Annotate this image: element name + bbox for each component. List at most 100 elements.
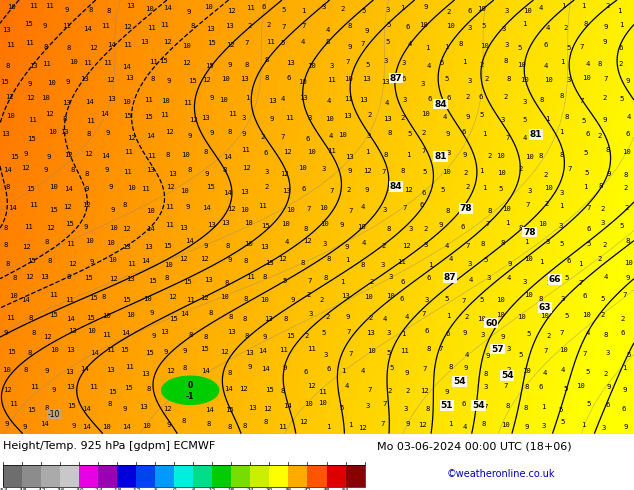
- Text: 5: 5: [619, 96, 624, 102]
- Text: 14: 14: [146, 133, 155, 139]
- Text: 3: 3: [558, 223, 562, 229]
- Text: 7: 7: [506, 135, 510, 141]
- Text: 4: 4: [463, 423, 467, 430]
- Text: 9: 9: [248, 364, 252, 370]
- Text: 2: 2: [563, 25, 567, 31]
- Bar: [193, 465, 212, 487]
- Text: 14: 14: [80, 366, 89, 371]
- Text: 8: 8: [225, 280, 230, 287]
- Text: 4: 4: [384, 100, 389, 106]
- Text: 1: 1: [482, 185, 487, 191]
- Text: 15: 15: [124, 385, 133, 391]
- Text: 3: 3: [382, 207, 387, 213]
- Text: 5: 5: [387, 23, 391, 28]
- Text: 5: 5: [480, 297, 484, 303]
- Text: 4: 4: [546, 25, 550, 31]
- Text: 6: 6: [401, 76, 406, 82]
- Text: 6: 6: [447, 95, 451, 100]
- Text: 15: 15: [200, 346, 209, 352]
- Text: 11: 11: [62, 23, 71, 29]
- Text: 13: 13: [160, 328, 169, 335]
- Text: 10: 10: [221, 76, 230, 82]
- Text: 3: 3: [384, 58, 387, 64]
- Text: 8: 8: [67, 274, 71, 280]
- Text: Height/Temp. 925 hPa [gdpm] ECMWF: Height/Temp. 925 hPa [gdpm] ECMWF: [3, 441, 216, 451]
- Text: 15: 15: [65, 220, 74, 227]
- Text: 14: 14: [41, 420, 49, 427]
- Bar: [231, 465, 250, 487]
- Text: 13: 13: [282, 189, 291, 195]
- Text: 5: 5: [586, 401, 591, 407]
- Text: 9: 9: [606, 384, 611, 390]
- Text: 11: 11: [228, 111, 237, 118]
- Text: 4: 4: [345, 383, 349, 389]
- Text: 3: 3: [504, 8, 508, 14]
- Text: 5: 5: [560, 419, 564, 425]
- Text: 11: 11: [397, 259, 406, 265]
- Text: 10: 10: [122, 98, 131, 105]
- Text: 3: 3: [408, 225, 413, 232]
- Text: 5: 5: [626, 352, 631, 358]
- Text: 14: 14: [66, 316, 75, 321]
- Text: 5: 5: [564, 386, 568, 392]
- Text: 9: 9: [167, 77, 171, 84]
- Text: 15: 15: [207, 40, 216, 46]
- Bar: [3, 465, 22, 487]
- Text: 8: 8: [244, 296, 249, 302]
- Text: 5: 5: [385, 39, 390, 45]
- Text: 12: 12: [200, 256, 209, 262]
- Text: 10: 10: [204, 4, 213, 10]
- Text: 6: 6: [586, 226, 591, 232]
- Text: 9: 9: [84, 224, 88, 230]
- Text: 5: 5: [366, 62, 370, 68]
- Text: 6: 6: [461, 224, 465, 230]
- Text: 3: 3: [380, 262, 385, 268]
- Text: 3: 3: [547, 280, 551, 286]
- Text: 8: 8: [559, 152, 564, 158]
- Text: 9: 9: [51, 387, 55, 393]
- Text: 9: 9: [424, 4, 428, 10]
- Text: 2: 2: [547, 333, 551, 339]
- Text: 11: 11: [278, 424, 287, 431]
- Text: 8: 8: [598, 61, 602, 67]
- Text: 10: 10: [496, 312, 505, 318]
- Text: 2: 2: [382, 243, 386, 249]
- Text: -30: -30: [74, 488, 84, 490]
- Text: 10: 10: [41, 95, 50, 101]
- Text: 12: 12: [68, 261, 77, 267]
- Text: 6: 6: [567, 258, 571, 264]
- Text: 12: 12: [182, 59, 191, 66]
- Text: 8: 8: [304, 225, 308, 232]
- Text: 10: 10: [419, 22, 428, 28]
- Text: 8: 8: [29, 315, 33, 321]
- Text: 7: 7: [461, 298, 465, 304]
- Text: 14: 14: [141, 258, 150, 264]
- Text: 11: 11: [28, 117, 36, 123]
- Text: 9: 9: [462, 330, 467, 336]
- Text: 13: 13: [141, 371, 150, 377]
- Text: 14: 14: [108, 42, 116, 49]
- Text: 10: 10: [87, 328, 96, 334]
- Text: 51: 51: [441, 401, 453, 410]
- Text: 15: 15: [123, 113, 132, 119]
- Text: 1: 1: [560, 59, 564, 65]
- Text: 8: 8: [598, 183, 603, 189]
- Text: 7: 7: [465, 243, 470, 249]
- Text: 8: 8: [102, 294, 107, 300]
- Text: 8: 8: [70, 167, 75, 173]
- Text: 8: 8: [507, 76, 511, 82]
- Text: 1: 1: [340, 279, 344, 285]
- Text: 6: 6: [626, 131, 630, 137]
- Text: 12: 12: [82, 201, 91, 208]
- Text: 10: 10: [523, 8, 532, 14]
- Text: 7: 7: [380, 421, 385, 427]
- Text: 1: 1: [560, 3, 565, 9]
- Text: 5: 5: [619, 223, 624, 229]
- Text: 8: 8: [425, 406, 429, 412]
- Text: 13: 13: [80, 75, 89, 82]
- Text: 1: 1: [505, 220, 509, 225]
- Text: 5: 5: [444, 296, 449, 302]
- Text: 12: 12: [220, 349, 229, 355]
- Text: 12: 12: [127, 135, 136, 141]
- Text: 5: 5: [586, 369, 590, 375]
